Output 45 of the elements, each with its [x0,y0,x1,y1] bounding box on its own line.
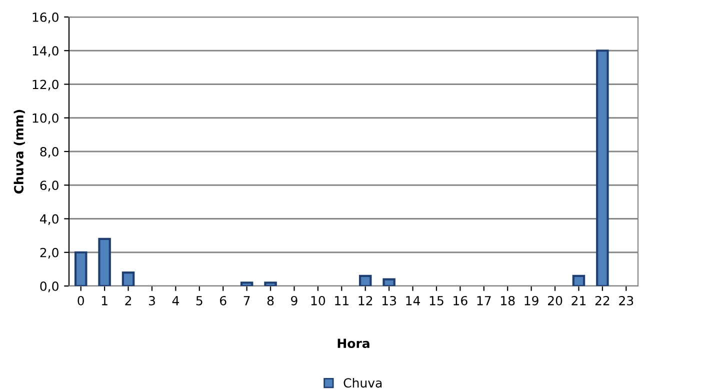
y-tick-label: 8,0 [40,146,58,158]
x-tick-label: 8 [267,296,274,306]
bar [572,274,586,286]
x-tick-label: 17 [477,296,491,306]
x-tick-label: 6 [220,296,226,306]
bar [98,238,111,286]
bar [122,272,135,286]
x-tick-label: 13 [382,296,396,306]
bar [596,50,609,286]
y-tick-label: 0,0 [40,281,58,292]
x-tick-label: 23 [619,296,634,306]
x-tick-label: 2 [125,296,131,306]
y-tick-label: 10,0 [32,113,58,124]
bar [382,278,396,286]
x-tick-label: 11 [335,296,348,306]
y-tick-label: 4,0 [40,214,58,225]
x-tick-label: 16 [454,296,468,306]
bar [358,274,372,286]
legend-label: Chuva [344,378,382,388]
x-tick-label: 3 [148,296,155,306]
y-tick-label: 2,0 [40,248,58,259]
x-tick-label: 9 [291,296,298,306]
x-tick-label: 15 [430,296,444,306]
y-tick-label: 16,0 [32,12,58,24]
y-tick-label: 12,0 [32,80,58,90]
y-tick-label: 6,0 [40,180,58,192]
x-tick-label: 0 [78,296,84,306]
x-tick-label: 19 [524,296,538,306]
bar [264,282,277,286]
x-tick-label: 1 [102,296,108,306]
x-tick-label: 21 [572,296,586,306]
x-tick-label: 22 [595,296,610,306]
x-tick-label: 7 [244,296,250,306]
y-tick-label: 14,0 [32,46,58,57]
x-tick-label: 10 [311,296,326,306]
bar [240,282,254,286]
x-tick-label: 4 [172,296,179,306]
x-tick-label: 18 [501,296,515,306]
bar [74,251,88,286]
x-axis-title: Hora [338,338,370,348]
x-tick-label: 20 [548,296,562,306]
x-tick-label: 14 [406,296,420,306]
x-tick-label: 5 [196,296,202,306]
x-tick-label: 12 [358,296,372,306]
y-axis-title: Chuva (mm) [14,110,25,194]
